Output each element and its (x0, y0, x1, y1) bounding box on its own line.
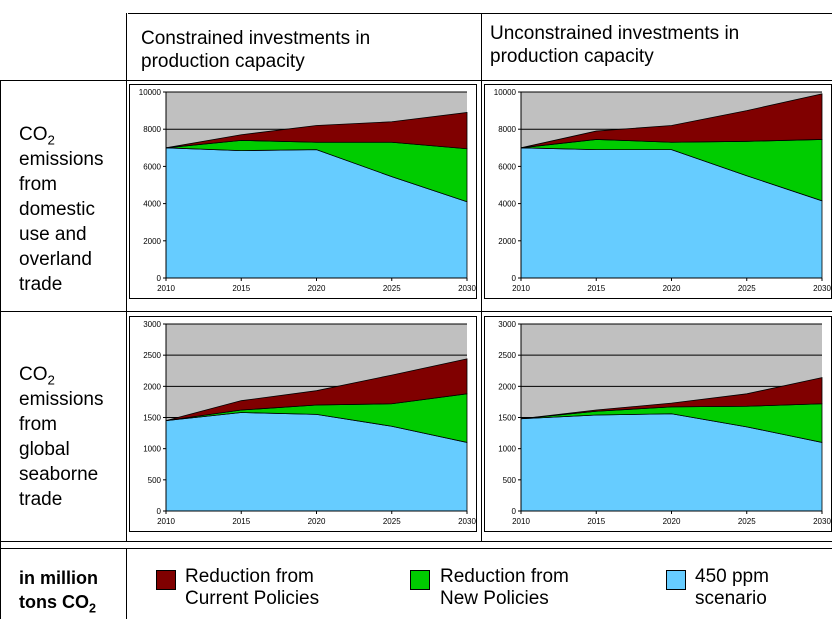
chart-svg: 0 500 1000 1500 2000 2500 3000 2010 2015 2020 2025… (498, 320, 831, 526)
x-tick-label: 2025 (738, 517, 756, 526)
y-tick-label: 3000 (143, 320, 161, 329)
x-tick-label: 2025 (738, 284, 756, 293)
grid-line-legend-top (0, 548, 832, 549)
y-tick-label: 2500 (143, 351, 161, 360)
x-tick-label: 2020 (308, 284, 326, 293)
chart-seaborne-unconstrained: 0 500 1000 1500 2000 2500 3000 2010 2015 2020 2025… (484, 316, 832, 532)
x-tick-label: 2030 (813, 284, 831, 293)
y-tick-label: 1500 (143, 414, 161, 423)
y-tick-label: 500 (503, 476, 517, 485)
y-tick-label: 8000 (498, 125, 516, 134)
x-tick-label: 2015 (587, 284, 605, 293)
legend-label-current-policies: Reduction from Current Policies (185, 566, 320, 609)
chart-domestic-constrained: 0 2000 4000 6000 8000 10000 2010 2015 2020 2025 20… (129, 84, 477, 299)
x-tick-label: 2010 (157, 517, 175, 526)
y-tick-label: 0 (157, 274, 162, 283)
y-tick-label: 1000 (498, 445, 516, 454)
y-tick-label: 2000 (498, 382, 516, 391)
grid-line-row1-bottom (0, 311, 832, 312)
y-tick-label: 2500 (498, 351, 516, 360)
x-tick-label: 2015 (232, 284, 250, 293)
x-tick-label: 2025 (383, 517, 401, 526)
units-label: in million tons CO2 (19, 568, 98, 616)
column-header-constrained: Constrained investments in production ca… (141, 28, 371, 72)
legend-label-new-policies: Reduction from New Policies (440, 566, 569, 609)
y-tick-label: 2000 (143, 237, 161, 246)
legend-swatch-new-policies (410, 570, 430, 590)
y-tick-label: 1500 (498, 414, 516, 423)
y-tick-label: 2000 (498, 237, 516, 246)
y-tick-label: 500 (148, 476, 162, 485)
grid-line-top (128, 13, 832, 14)
y-tick-label: 4000 (498, 200, 516, 209)
legend-swatch-current-policies (156, 570, 176, 590)
y-tick-label: 0 (512, 507, 517, 516)
area-current-policies (165, 358, 468, 422)
y-tick-label: 3000 (498, 320, 516, 329)
row-header-seaborne: CO2 emissions from global seaborne trade (19, 364, 104, 510)
x-tick-label: 2020 (663, 517, 681, 526)
column-header-unconstrained: Unconstrained investments in production … (490, 23, 740, 67)
y-tick-label: 0 (157, 507, 162, 516)
grid-line-left (0, 80, 1, 619)
grid-line-legend-divider (126, 548, 127, 619)
chart-svg: 0 2000 4000 6000 8000 10000 2010 2015 2020 2025 20… (139, 88, 477, 293)
x-tick-label: 2025 (383, 284, 401, 293)
x-tick-label: 2030 (458, 284, 476, 293)
x-tick-label: 2010 (157, 284, 175, 293)
y-tick-label: 10000 (494, 88, 517, 97)
y-tick-label: 6000 (498, 162, 516, 171)
legend-swatch-450ppm (666, 570, 686, 590)
chart-domestic-unconstrained: 0 2000 4000 6000 8000 10000 2010 2015 2020 2025 20… (484, 84, 832, 299)
x-tick-label: 2020 (663, 284, 681, 293)
chart-svg: 0 2000 4000 6000 8000 10000 2010 2015 2020 2025 20… (494, 88, 832, 293)
area-current-policies (520, 93, 823, 149)
y-tick-label: 10000 (139, 88, 162, 97)
area-current-policies (520, 377, 823, 420)
x-tick-label: 2020 (308, 517, 326, 526)
x-tick-label: 2015 (232, 517, 250, 526)
grid-line-col2 (481, 13, 482, 541)
grid-line-row2-bottom (0, 541, 832, 542)
x-tick-label: 2030 (458, 517, 476, 526)
y-tick-label: 2000 (143, 382, 161, 391)
x-tick-label: 2010 (512, 517, 530, 526)
x-tick-label: 2030 (813, 517, 831, 526)
area-current-policies (165, 112, 468, 150)
y-tick-label: 4000 (143, 200, 161, 209)
grid-line-header-bottom (0, 80, 832, 81)
y-tick-label: 8000 (143, 125, 161, 134)
x-tick-label: 2010 (512, 284, 530, 293)
x-tick-label: 2015 (587, 517, 605, 526)
grid-line-col1 (126, 13, 127, 541)
y-tick-label: 1000 (143, 445, 161, 454)
chart-svg: 0 500 1000 1500 2000 2500 3000 2010 2015 2020 2025… (143, 320, 476, 526)
chart-seaborne-constrained: 0 500 1000 1500 2000 2500 3000 2010 2015 2020 2025… (129, 316, 477, 532)
row-header-domestic: CO2 emissions from domestic use and over… (19, 124, 104, 295)
y-tick-label: 0 (512, 274, 517, 283)
legend-label-450ppm: 450 ppm scenario (695, 566, 769, 609)
y-tick-label: 6000 (143, 162, 161, 171)
